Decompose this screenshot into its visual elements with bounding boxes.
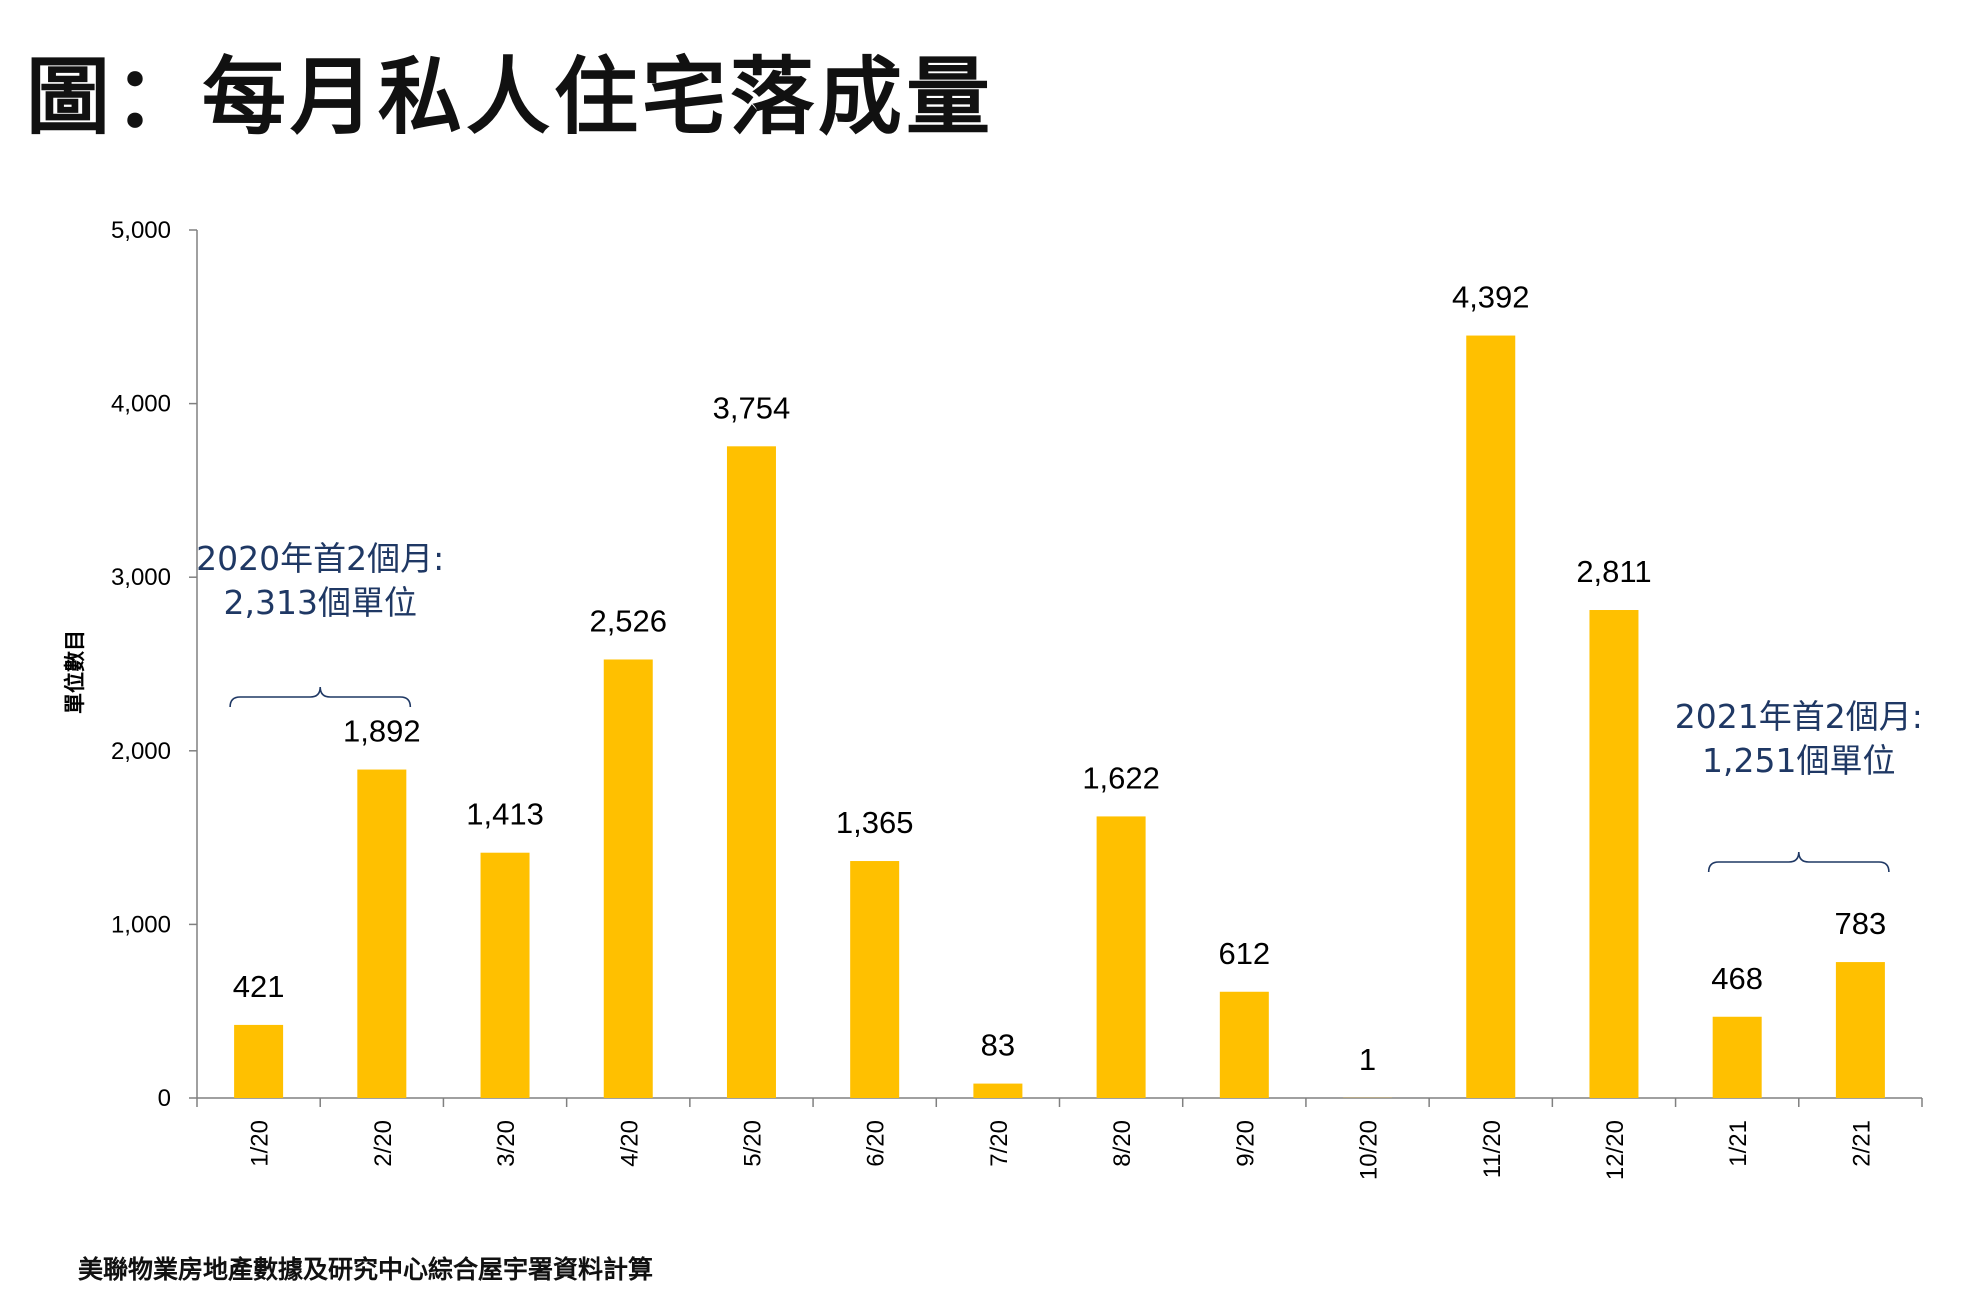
bar-2-20 (357, 769, 407, 1098)
x-tick-label: 5/20 (739, 1120, 766, 1167)
bar-9-20 (1219, 991, 1269, 1098)
value-label: 2,811 (1576, 554, 1651, 589)
annotation-text: 2021年首2個月: (1675, 697, 1923, 736)
value-label: 4,392 (1452, 280, 1530, 315)
annotation-text: 1,251個單位 (1702, 741, 1895, 780)
y-tick-label: 4,000 (111, 391, 171, 418)
bar-1-21 (1712, 1016, 1762, 1098)
annotations: 2020年首2個月: 2,313個單位 2021年首2個月: 1,251個單位 (196, 539, 1923, 873)
x-tick-label: 8/20 (1109, 1120, 1136, 1167)
y-tick-label: 2,000 (111, 738, 171, 765)
x-tick-label: 7/20 (986, 1120, 1013, 1167)
annotation-text: 2020年首2個月: (196, 539, 444, 578)
x-tick-label: 4/20 (616, 1120, 643, 1167)
x-tick-labels: 1/20 2/20 3/20 4/20 5/20 6/20 7/20 8/20 9/20 10/2… (247, 1120, 1876, 1180)
x-tick-label: 2/20 (370, 1120, 397, 1167)
value-label: 3,754 (713, 390, 791, 425)
value-label: 468 (1711, 961, 1763, 996)
annotation-brace (229, 686, 412, 708)
y-tick-label: 1,000 (111, 911, 171, 938)
value-label: 1,365 (836, 805, 914, 840)
bar-11-20 (1466, 335, 1516, 1098)
y-tick-label: 5,000 (111, 217, 171, 244)
value-label: 1 (1359, 1042, 1376, 1077)
x-tick-label: 12/20 (1602, 1120, 1629, 1180)
value-label: 1,413 (466, 797, 544, 832)
bar-3-20 (480, 852, 530, 1098)
chart-axes (189, 229, 1923, 1107)
x-tick-label: 6/20 (863, 1120, 890, 1167)
value-label: 612 (1218, 936, 1270, 971)
x-tick-label: 1/21 (1725, 1120, 1752, 1167)
annotation-text: 2,313個單位 (223, 583, 416, 622)
annotation-brace (1707, 851, 1890, 873)
value-label: 1,622 (1082, 760, 1160, 795)
value-label: 2,526 (589, 603, 667, 638)
value-label: 83 (981, 1028, 1015, 1063)
y-tick-label: 3,000 (111, 564, 171, 591)
bar-12-20 (1589, 610, 1639, 1098)
value-label: 783 (1835, 906, 1887, 941)
x-tick-label: 3/20 (493, 1120, 520, 1167)
x-tick-label: 1/20 (247, 1120, 274, 1167)
y-tick-label: 0 (158, 1085, 171, 1112)
x-tick-label: 9/20 (1232, 1120, 1259, 1167)
data-labels: 421 1,892 1,413 2,526 3,754 1,365 83 1,622 612 1 4… (233, 280, 1887, 1077)
source-note: 美聯物業房地產數據及研究中心綜合屋宇署資料計算 (78, 1255, 654, 1284)
bar-6-20 (850, 861, 900, 1098)
value-label: 421 (233, 969, 285, 1004)
bar-series (234, 335, 1885, 1098)
y-tick-labels: 0 1,000 2,000 3,000 4,000 5,000 (111, 217, 171, 1112)
bar-2-21 (1835, 962, 1885, 1098)
bar-7-20 (973, 1083, 1023, 1098)
x-tick-label: 10/20 (1356, 1120, 1383, 1180)
bar-8-20 (1096, 816, 1146, 1098)
bar-1-20 (234, 1024, 284, 1098)
x-tick-label: 2/21 (1848, 1120, 1875, 1167)
page-title: 圖：每月私人住宅落成量 (26, 48, 995, 146)
x-tick-label: 11/20 (1479, 1120, 1506, 1178)
bar-5-20 (726, 446, 776, 1098)
bar-4-20 (603, 659, 653, 1098)
value-label: 1,892 (343, 714, 421, 749)
y-axis-label: 單位數目 (63, 630, 87, 714)
